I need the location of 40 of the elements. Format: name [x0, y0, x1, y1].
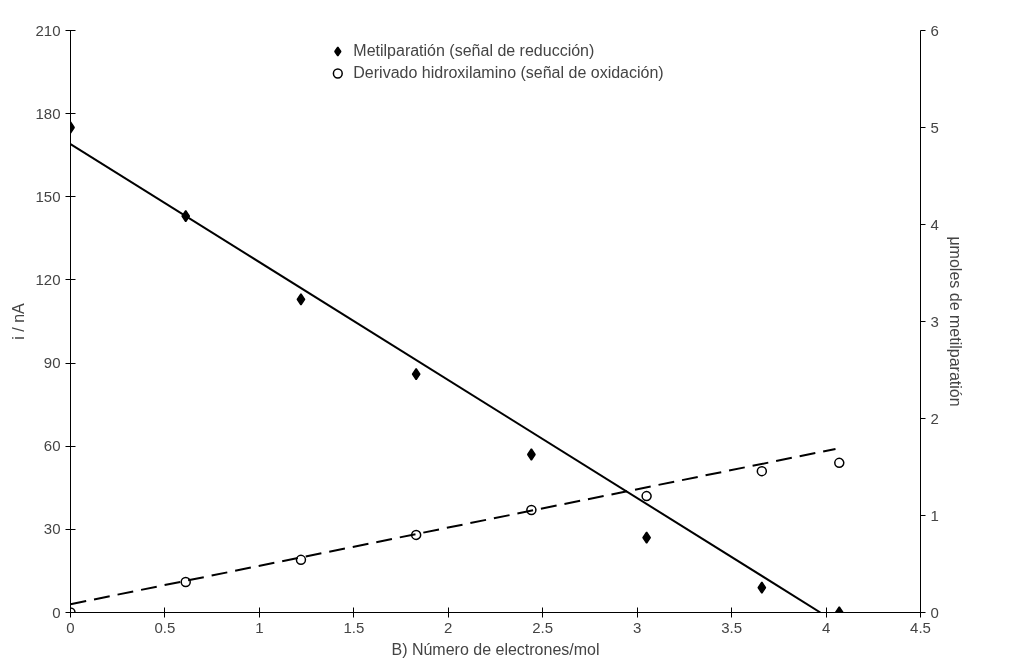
point	[642, 531, 652, 544]
point	[411, 367, 421, 381]
y-tick-label: 180	[35, 104, 61, 122]
point	[295, 554, 307, 566]
x-tick-label: 3.5	[721, 618, 743, 636]
point	[756, 465, 768, 477]
x-tick-label: 0.5	[154, 618, 176, 636]
x-tick-label: 2	[444, 618, 453, 636]
point	[641, 490, 652, 502]
x-tick-label: 3	[633, 618, 642, 636]
y-tick-label: 120	[35, 270, 61, 288]
y2-axis-title: μmoles de metilparatión	[946, 236, 964, 407]
y2-tick-label: 3	[930, 312, 939, 330]
x-axis-title: B) Número de electrones/mol	[391, 640, 600, 658]
y2-tick-label: 6	[930, 21, 939, 39]
x-tick-label: 1.5	[343, 618, 365, 636]
point	[757, 581, 767, 594]
y-axis-title: i / nA	[10, 302, 28, 340]
y2-tick-label: 0	[930, 603, 939, 621]
x-tick-label: 1	[255, 618, 264, 636]
x-tick-label: 4	[821, 618, 831, 636]
y2-tick-label: 4	[930, 215, 939, 233]
y-tick-label: 0	[52, 603, 61, 621]
y2-tick-label: 2	[930, 409, 939, 427]
y-tick-label: 150	[35, 187, 61, 205]
y-tick-label: 90	[43, 354, 61, 372]
y-tick-label: 30	[43, 520, 61, 538]
y2-tick-label: 5	[930, 118, 939, 136]
y-tick-label: 60	[43, 437, 61, 455]
legend-label: Metilparatión (señal de reducción)	[353, 42, 595, 60]
point	[180, 576, 191, 588]
y2-tick-label: 1	[930, 506, 939, 524]
legend-label: Derivado hidroxilamino (señal de oxidación)	[353, 64, 664, 82]
point	[526, 448, 536, 461]
point	[296, 293, 306, 306]
y-tick-label: 210	[35, 21, 61, 39]
point	[834, 457, 845, 469]
x-tick-label: 4.5	[910, 618, 931, 636]
x-tick-label: 0	[66, 618, 75, 636]
x-tick-label: 2.5	[532, 618, 554, 636]
